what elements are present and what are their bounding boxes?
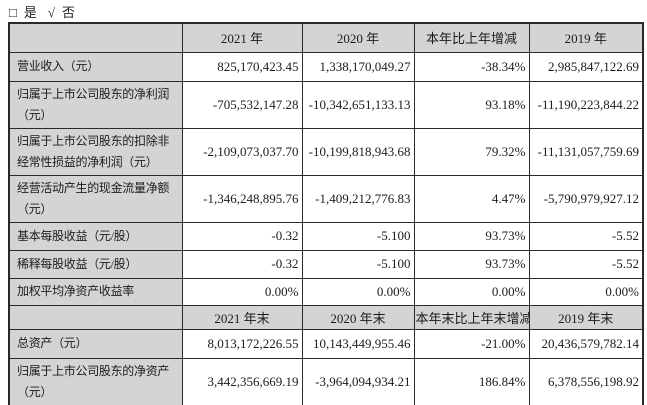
value-2021: -705,532,147.28 xyxy=(181,80,303,129)
col-header-yoy-change: 本年比上年增减 xyxy=(413,22,530,53)
yes-no-checkbox-line: □ 是 √ 否 xyxy=(9,2,86,21)
value-change: 79.32% xyxy=(413,127,530,176)
value-change: -38.34% xyxy=(413,51,530,82)
row-label: 加权平均净资产收益率 xyxy=(8,277,183,306)
row-label: 归属于上市公司股东的净利润（元） xyxy=(8,80,183,129)
corner-cell xyxy=(8,304,183,330)
value-2019: 0.00% xyxy=(528,277,644,306)
value-change: 93.18% xyxy=(413,80,530,129)
value-2019: -5.52 xyxy=(528,249,644,279)
corner-cell xyxy=(8,22,183,53)
value-2020: -1,409,212,776.83 xyxy=(301,174,415,223)
value-2019: -5,790,979,927.12 xyxy=(528,174,644,223)
col-header-2020: 2020 年 xyxy=(301,22,415,53)
col-header-2021: 2021 年 xyxy=(181,22,303,53)
value-2021: -2,109,073,037.70 xyxy=(181,127,303,176)
table-header-year-end: 2021 年末 2020 年末 本年末比上年末增减 2019 年末 xyxy=(8,304,644,330)
value-2021: 0.00% xyxy=(181,277,303,306)
col-header-2019: 2019 年 xyxy=(528,22,644,53)
table-row-revenue: 营业收入（元） 825,170,423.45 1,338,170,049.27 … xyxy=(8,51,644,82)
value-change: 186.84% xyxy=(413,357,530,405)
value-2019: -5.52 xyxy=(528,221,644,251)
row-label: 归属于上市公司股东的净资产（元） xyxy=(8,357,183,405)
value-2021: 825,170,423.45 xyxy=(181,51,303,82)
checkmark-icon: √ xyxy=(47,5,57,20)
row-label: 总资产（元） xyxy=(8,328,183,359)
value-change: 0.00% xyxy=(413,277,530,306)
value-2020: 10,143,449,955.46 xyxy=(301,328,415,359)
table-row-weighted-avg-roe: 加权平均净资产收益率 0.00% 0.00% 0.00% 0.00% xyxy=(8,277,644,306)
col-header-2021-end: 2021 年末 xyxy=(181,304,303,330)
value-2020: 0.00% xyxy=(301,277,415,306)
no-label: 否 xyxy=(62,5,77,20)
value-2021: 8,013,172,226.55 xyxy=(181,328,303,359)
table-row-basic-eps: 基本每股收益（元/股） -0.32 -5.100 93.73% -5.52 xyxy=(8,221,644,251)
value-change: 4.47% xyxy=(413,174,530,223)
col-header-year-end-change: 本年末比上年末增减 xyxy=(413,304,530,330)
value-2020: 1,338,170,049.27 xyxy=(301,51,415,82)
value-2019: -11,190,223,844.22 xyxy=(528,80,644,129)
value-change: -21.00% xyxy=(413,328,530,359)
table-row-net-profit-excl-nonrecurring: 归属于上市公司股东的扣除非经常性损益的净利润（元） -2,109,073,037… xyxy=(8,127,644,176)
col-header-2020-end: 2020 年末 xyxy=(301,304,415,330)
col-header-2019-end: 2019 年末 xyxy=(528,304,644,330)
table-row-net-profit: 归属于上市公司股东的净利润（元） -705,532,147.28 -10,342… xyxy=(8,80,644,129)
value-2021: -0.32 xyxy=(181,221,303,251)
table-header-annual: 2021 年 2020 年 本年比上年增减 2019 年 xyxy=(8,22,644,53)
row-label: 经营活动产生的现金流量净额（元） xyxy=(8,174,183,223)
table-row-operating-cash-flow: 经营活动产生的现金流量净额（元） -1,346,248,895.76 -1,40… xyxy=(8,174,644,223)
row-label: 稀释每股收益（元/股） xyxy=(8,249,183,279)
value-2020: -10,199,818,943.68 xyxy=(301,127,415,176)
value-2019: 2,985,847,122.69 xyxy=(528,51,644,82)
value-2021: 3,442,356,669.19 xyxy=(181,357,303,405)
value-2019: -11,131,057,759.69 xyxy=(528,127,644,176)
key-financials-table: 2021 年 2020 年 本年比上年增减 2019 年 营业收入（元） 825… xyxy=(8,22,644,405)
value-2019: 20,436,579,782.14 xyxy=(528,328,644,359)
value-2019: 6,378,556,198.92 xyxy=(528,357,644,405)
table-row-net-assets: 归属于上市公司股东的净资产（元） 3,442,356,669.19 -3,964… xyxy=(8,357,644,405)
value-2020: -5.100 xyxy=(301,249,415,279)
table-row-diluted-eps: 稀释每股收益（元/股） -0.32 -5.100 93.73% -5.52 xyxy=(8,249,644,279)
row-label: 基本每股收益（元/股） xyxy=(8,221,183,251)
value-change: 93.73% xyxy=(413,221,530,251)
table-row-total-assets: 总资产（元） 8,013,172,226.55 10,143,449,955.4… xyxy=(8,328,644,359)
value-change: 93.73% xyxy=(413,249,530,279)
value-2020: -10,342,651,133.13 xyxy=(301,80,415,129)
value-2021: -0.32 xyxy=(181,249,303,279)
row-label: 营业收入（元） xyxy=(8,51,183,82)
checkbox-unchecked-icon: □ xyxy=(9,5,18,20)
value-2021: -1,346,248,895.76 xyxy=(181,174,303,223)
value-2020: -3,964,094,934.21 xyxy=(301,357,415,405)
row-label: 归属于上市公司股东的扣除非经常性损益的净利润（元） xyxy=(8,127,183,176)
value-2020: -5.100 xyxy=(301,221,415,251)
yes-label: 是 xyxy=(23,5,38,20)
